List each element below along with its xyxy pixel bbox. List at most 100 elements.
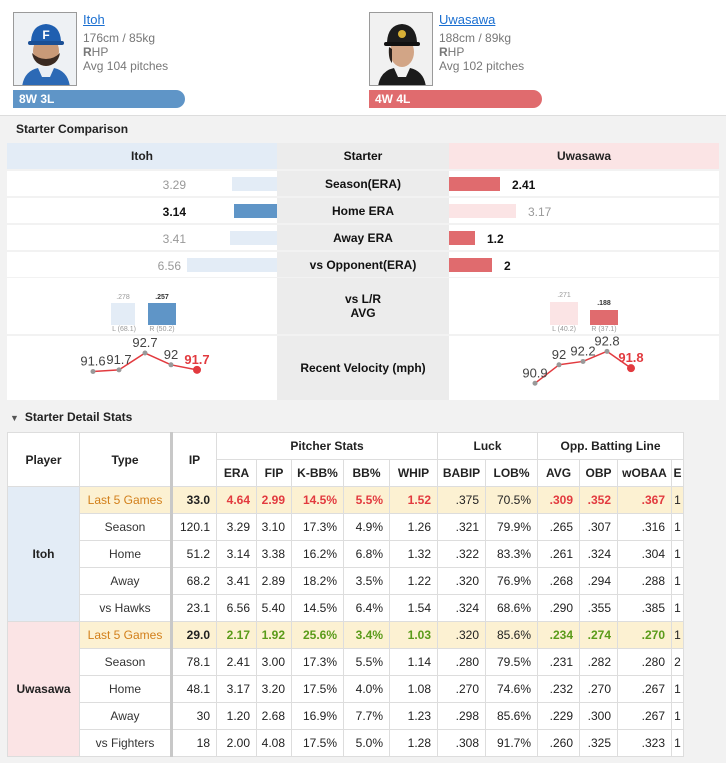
col-avg[interactable]: AVG <box>537 459 580 487</box>
stat-cell: .367 <box>617 486 672 514</box>
velocity-point <box>193 365 201 374</box>
era-left-bar <box>230 231 277 245</box>
stat-cell: .288 <box>617 567 672 595</box>
stat-cell: 3.29 <box>216 513 257 541</box>
col-fip[interactable]: FIP <box>256 459 292 487</box>
era-left-bar <box>232 177 277 191</box>
type-cell: Season <box>79 513 172 541</box>
player-photo-uwasawa[interactable] <box>369 12 433 86</box>
velocity-left-cell: 91.6 91.7 92.7 92 91.7 <box>7 335 277 400</box>
stat-cell: .307 <box>579 513 618 541</box>
player-photo-itoh[interactable]: F <box>13 12 77 86</box>
pitcher-name-uwasawa[interactable]: Uwasawa <box>439 12 496 27</box>
col-e[interactable]: E <box>671 459 684 487</box>
stat-cell: .309 <box>537 486 580 514</box>
col-kbb[interactable]: K-BB% <box>291 459 344 487</box>
velocity-row: 91.6 91.7 92.7 92 91.7 Recent Velocity (mph)… <box>7 333 719 400</box>
col-whip[interactable]: WHIP <box>389 459 438 487</box>
col-babip[interactable]: BABIP <box>437 459 486 487</box>
velocity-label: 91.6 <box>80 354 105 369</box>
group-pitcher-stats: Pitcher Stats <box>216 432 438 460</box>
stat-cell: 1.23 <box>389 702 438 730</box>
stat-cell: .320 <box>437 621 486 649</box>
velocity-line-segment <box>534 364 560 384</box>
stat-cell: 1.20 <box>216 702 257 730</box>
stat-cell: .229 <box>537 702 580 730</box>
stat-cell: 5.40 <box>256 594 292 622</box>
stat-cell: 17.3% <box>291 513 344 541</box>
stat-cell: .260 <box>537 729 580 757</box>
stat-cell: 7.7% <box>343 702 390 730</box>
pitcher-size: 188cm / 89kg <box>439 31 512 45</box>
stat-cell: 2.89 <box>256 567 292 595</box>
stat-cell: .300 <box>579 702 618 730</box>
pitcher-size: 176cm / 85kg <box>83 31 156 45</box>
lr-right-cell: .271 L (40.2) .188 R (37.1) <box>449 278 719 334</box>
stat-cell: .352 <box>579 486 618 514</box>
type-cell: Away <box>79 567 172 595</box>
col-bb[interactable]: BB% <box>343 459 390 487</box>
pitcher-card-itoh: F Itoh 176cm / 85kg RHP Avg 104 pitches <box>13 12 313 92</box>
velocity-point <box>604 348 610 354</box>
velocity-line-segment <box>144 352 172 366</box>
stat-cell: 1 <box>671 513 684 541</box>
stat-cell: .267 <box>617 702 672 730</box>
stat-cell: .323 <box>617 729 672 757</box>
col-obp[interactable]: OBP <box>579 459 618 487</box>
stat-cell: .324 <box>579 540 618 568</box>
era-right-cell: 3.17 <box>449 198 719 223</box>
group-opp-batting: Opp. Batting Line <box>537 432 684 460</box>
col-era[interactable]: ERA <box>216 459 257 487</box>
collapse-triangle-icon[interactable]: ▼ <box>10 413 19 423</box>
era-right-value: 3.17 <box>528 205 552 219</box>
table-row: Itoh Last 5 Games 33.0 4.64 2.99 14.5% 5.5% 1.5… <box>7 486 684 622</box>
ip-cell: 48.1 <box>170 675 217 703</box>
stat-cell: 3.4% <box>343 621 390 649</box>
stat-cell: 1 <box>671 594 684 622</box>
table-row: Season 120.1 3.29 3.10 17.3% 4.9% 1.26.321 79.9… <box>8 513 684 541</box>
velocity-point <box>142 350 148 356</box>
stat-cell: 2 <box>671 648 684 676</box>
ip-cell: 68.2 <box>170 567 217 595</box>
stat-cell: 5.5% <box>343 648 390 676</box>
col-lob[interactable]: LOB% <box>485 459 538 487</box>
stat-cell: 1.26 <box>389 513 438 541</box>
stat-cell: 17.3% <box>291 648 344 676</box>
velocity-label: 92.2 <box>570 343 595 358</box>
velocity-label: 92.8 <box>594 336 619 348</box>
stat-cell: 6.56 <box>216 594 257 622</box>
velocity-label: 90.9 <box>522 365 547 380</box>
table-row: vs Fighters 18 2.00 4.08 17.5% 5.0% 1.28.308 91… <box>8 729 684 757</box>
era-left-cell: 3.41 <box>7 225 277 250</box>
stat-cell: .268 <box>537 567 580 595</box>
lr-right-r-avg: .188 <box>597 300 611 307</box>
stat-cell: 3.38 <box>256 540 292 568</box>
lr-left-l-tag: L (68.1) <box>112 326 136 333</box>
stat-cell: .265 <box>537 513 580 541</box>
lr-left-l-bar <box>111 303 135 325</box>
lr-left-r-bar <box>148 303 176 325</box>
stat-cell: 1 <box>671 702 684 730</box>
pitcher-name-itoh[interactable]: Itoh <box>83 12 105 27</box>
era-left-value: 6.56 <box>157 259 181 273</box>
stat-cell: 68.6% <box>485 594 538 622</box>
era-right-bar <box>449 177 500 191</box>
stat-cell: .270 <box>579 675 618 703</box>
table-row: Season 78.1 2.41 3.00 17.3% 5.5% 1.14.280 79.5%… <box>8 648 684 676</box>
detail-stats-title[interactable]: ▼ Starter Detail Stats <box>10 410 133 424</box>
era-left-cell: 3.29 <box>7 171 277 196</box>
table-row: Away 30 1.20 2.68 16.9% 7.7% 1.23.298 85.6% .229… <box>8 702 684 730</box>
stat-cell: 85.6% <box>485 702 538 730</box>
stat-cell: .290 <box>537 594 580 622</box>
record-badge-uwasawa: 4W 4L <box>369 90 542 108</box>
velocity-label: 92 <box>164 347 178 362</box>
col-wobaa[interactable]: wOBAA <box>617 459 672 487</box>
stat-cell: 1 <box>671 567 684 595</box>
stat-cell: .316 <box>617 513 672 541</box>
stat-cell: .322 <box>437 540 486 568</box>
stat-cell: 1.32 <box>389 540 438 568</box>
era-row: 3.29 Season(ERA) 2.41 <box>7 171 719 196</box>
stat-cell: 25.6% <box>291 621 344 649</box>
velocity-chart-uwasawa: 90.9 92 92.292.8 91.8 <box>522 333 644 386</box>
velocity-label: 92.7 <box>132 336 157 350</box>
